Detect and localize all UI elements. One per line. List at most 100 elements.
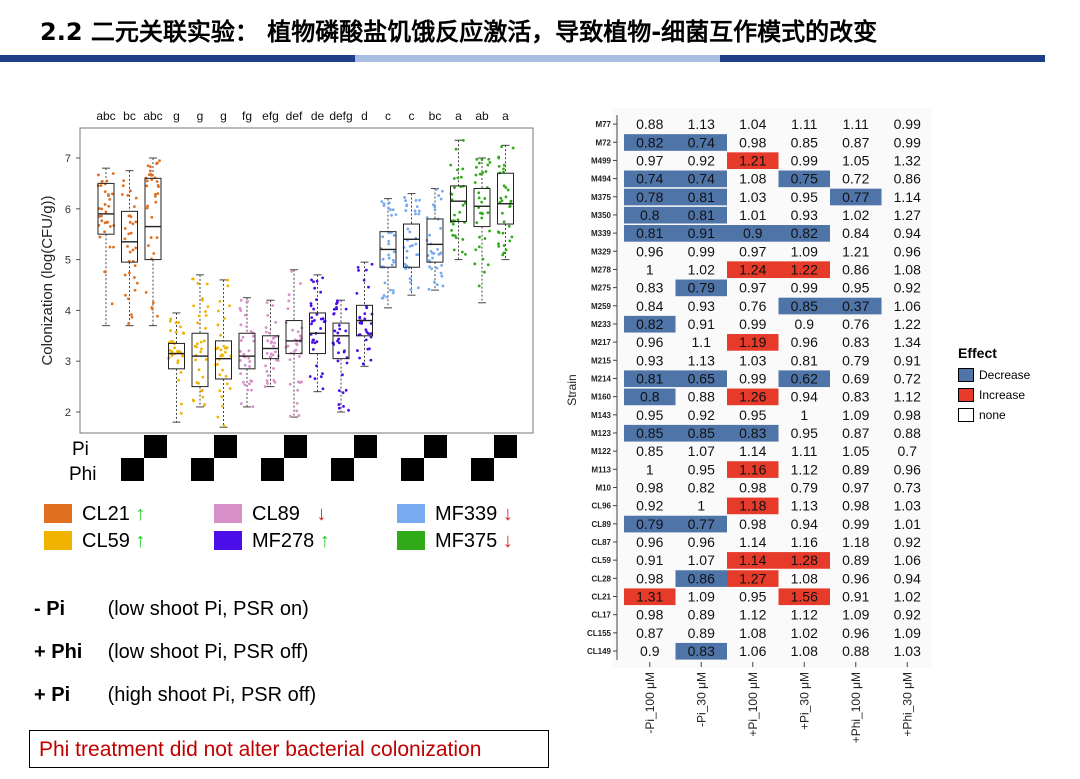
cell-value: 0.79	[842, 352, 869, 368]
data-point	[313, 377, 317, 381]
data-point	[450, 192, 454, 196]
significance-letter: efg	[262, 109, 279, 123]
data-point	[133, 288, 137, 292]
cell-value: 0.93	[791, 207, 818, 223]
cell-value: 1.32	[894, 152, 921, 168]
cell-value: 1.09	[894, 625, 921, 641]
box-4	[167, 312, 186, 423]
legend-swatch	[44, 531, 72, 550]
data-point	[248, 360, 252, 363]
data-point	[218, 389, 222, 393]
data-point	[153, 194, 157, 198]
data-point	[219, 348, 223, 352]
heatmap-cell	[675, 642, 727, 660]
data-point	[156, 184, 160, 187]
cell-value: 0.84	[842, 225, 869, 241]
data-point	[481, 171, 485, 175]
cell-value: 0.86	[894, 171, 921, 187]
data-point	[250, 388, 253, 392]
data-point	[179, 402, 183, 406]
data-point	[315, 312, 319, 316]
box-1	[96, 167, 116, 327]
data-point	[367, 285, 370, 289]
cell-value: 1.18	[842, 534, 869, 550]
significance-letter: de	[311, 109, 325, 123]
cell-value: 1.01	[894, 516, 921, 532]
cell-value: 0.83	[739, 425, 766, 441]
data-point	[358, 356, 361, 360]
data-point	[298, 381, 302, 385]
data-point	[385, 295, 389, 299]
y-tick-label: 6	[65, 204, 71, 216]
data-point	[199, 340, 203, 344]
cell-value: 1.22	[894, 316, 921, 332]
data-point	[194, 358, 197, 362]
data-point	[98, 235, 102, 239]
cell-value: 0.99	[791, 152, 818, 168]
data-point	[370, 262, 374, 266]
data-point	[404, 209, 408, 212]
data-point	[387, 239, 391, 243]
condition-cell-pi	[284, 435, 307, 458]
data-point	[269, 341, 273, 345]
data-point	[439, 197, 443, 201]
data-point	[364, 328, 368, 332]
data-point	[418, 198, 421, 202]
data-point	[225, 382, 229, 386]
data-point	[321, 372, 324, 376]
cell-value: 0.99	[894, 134, 921, 150]
cell-value: 1.13	[688, 352, 715, 368]
data-point	[405, 203, 409, 207]
heatmap-cell	[727, 388, 779, 406]
data-point	[296, 330, 300, 334]
data-point	[274, 320, 278, 324]
data-point	[475, 165, 478, 169]
data-point	[408, 277, 412, 280]
data-point	[502, 163, 506, 167]
data-point	[405, 249, 409, 253]
data-point	[501, 253, 505, 257]
data-point	[344, 388, 348, 392]
data-point	[332, 307, 336, 311]
data-point	[484, 170, 488, 173]
cell-value: 1.02	[791, 625, 818, 641]
significance-letter: defg	[329, 109, 352, 123]
data-point	[221, 354, 225, 357]
data-point	[105, 179, 109, 183]
data-point	[499, 196, 503, 200]
data-point	[216, 323, 220, 327]
data-point	[219, 333, 223, 337]
data-point	[239, 323, 243, 327]
data-point	[176, 359, 180, 363]
cell-value: 0.9	[640, 643, 660, 659]
cell-value: 0.94	[894, 225, 921, 241]
cell-value: 0.86	[688, 570, 715, 586]
data-point	[150, 215, 154, 219]
condition-cell-phi	[331, 458, 354, 481]
significance-letter: a	[502, 109, 509, 123]
column-label: +Pi_100 μM	[746, 672, 760, 737]
data-point	[286, 307, 290, 311]
condition-cell-pi	[354, 435, 377, 458]
data-point	[511, 146, 515, 150]
data-point	[403, 262, 407, 266]
cell-value: 0.98	[739, 479, 766, 495]
data-point	[497, 165, 501, 168]
data-point	[177, 378, 181, 382]
legend-swatch	[44, 504, 72, 523]
data-point	[483, 237, 487, 240]
data-point	[435, 266, 439, 270]
data-point	[272, 367, 275, 370]
data-point	[243, 363, 247, 367]
data-point	[309, 304, 313, 308]
data-point	[409, 280, 412, 284]
data-point	[200, 388, 204, 392]
cell-value: 1.14	[739, 443, 766, 459]
data-point	[404, 267, 408, 271]
data-point	[315, 298, 318, 302]
data-point	[97, 215, 101, 218]
data-point	[441, 189, 444, 193]
data-point	[313, 286, 317, 290]
strain-label: M160	[591, 393, 612, 402]
data-point	[441, 284, 445, 288]
